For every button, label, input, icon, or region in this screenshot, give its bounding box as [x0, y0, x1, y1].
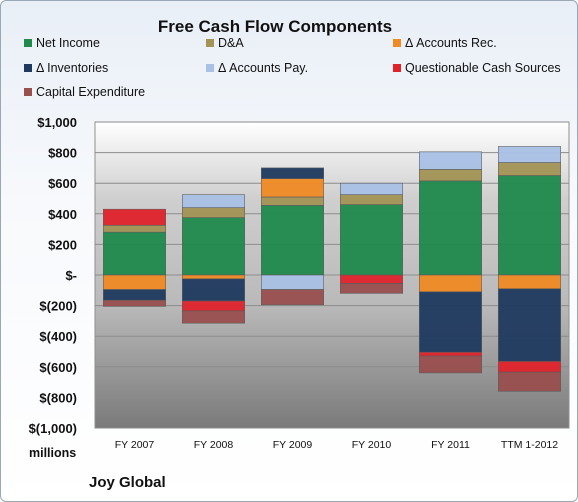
bar-net-income-fy-2009 [260, 205, 325, 276]
bar-inventories-fy-2009 [260, 167, 325, 179]
y-tick-label: $(1,000) [29, 421, 77, 436]
legend-label-questionable-cash-sources: Questionable Cash Sources [405, 61, 561, 75]
y-axis: $1,000 $800 $600 $400 $200 $- $(200) $(400) $(60… [29, 115, 77, 436]
legend-swatch-capital-expenditure [24, 88, 32, 96]
bar-accounts-rec-ttm-1-2012 [497, 274, 562, 290]
bar-net-income-fy-2010 [339, 204, 404, 276]
legend: Net Income D&A Δ Accounts Rec. Δ Inventorie… [24, 36, 561, 99]
x-tick-label: TTM 1-2012 [501, 439, 558, 451]
gridlines [95, 121, 569, 429]
bar-accounts-rec-fy-2008 [181, 274, 246, 280]
bar-net-income-ttm-1-2012 [497, 175, 562, 276]
legend-label-inventories: Δ Inventories [36, 61, 108, 75]
legend-swatch-net-income [24, 39, 32, 47]
bar-accounts-rec-fy-2011 [418, 274, 483, 293]
bar-accounts-pay-fy-2010 [339, 182, 404, 195]
legend-swatch-accounts-pay [206, 64, 214, 72]
x-tick-label: FY 2008 [194, 439, 234, 451]
bar-questionable-cash-sources-fy-2008 [181, 300, 246, 312]
bar-capital-expenditure-fy-2007 [102, 299, 167, 307]
y-tick-label: $(600) [39, 360, 77, 375]
bar-capital-expenditure-fy-2010 [339, 283, 404, 294]
bar-accounts-pay-fy-2009 [260, 274, 325, 290]
bar-questionable-cash-sources-fy-2011 [418, 351, 483, 357]
bar-d-a-fy-2011 [418, 169, 483, 182]
bar-accounts-rec-fy-2009 [260, 178, 325, 198]
company-name: Joy Global [89, 474, 166, 491]
y-tick-label: $(200) [39, 299, 77, 314]
bars [102, 146, 562, 392]
chart-title: Free Cash Flow Components [158, 17, 392, 36]
bar-inventories-fy-2007 [102, 289, 167, 301]
units-label: millions [29, 446, 76, 460]
legend-swatch-accounts-rec [393, 39, 401, 47]
bar-d-a-fy-2010 [339, 194, 404, 205]
bar-accounts-rec-fy-2007 [102, 274, 167, 290]
bar-capital-expenditure-fy-2009 [260, 289, 325, 306]
legend-swatch-questionable-cash-sources [393, 64, 401, 72]
x-tick-label: FY 2011 [431, 439, 470, 451]
bar-d-a-ttm-1-2012 [497, 162, 562, 176]
bar-d-a-fy-2007 [102, 224, 167, 233]
bar-capital-expenditure-ttm-1-2012 [497, 371, 562, 392]
y-tick-label: $200 [48, 237, 77, 252]
x-tick-label: FY 2007 [115, 439, 155, 451]
bar-net-income-fy-2008 [181, 217, 246, 276]
x-tick-label: FY 2009 [273, 439, 313, 451]
legend-label-accounts-pay: Δ Accounts Pay. [218, 61, 308, 75]
legend-label-accounts-rec: Δ Accounts Rec. [405, 36, 497, 50]
bar-capital-expenditure-fy-2011 [418, 355, 483, 374]
y-tick-label: $600 [48, 176, 77, 191]
legend-label-d-a: D&A [218, 36, 244, 50]
bar-questionable-cash-sources-fy-2007 [102, 208, 167, 226]
bar-inventories-ttm-1-2012 [497, 288, 562, 362]
legend-swatch-d-a [206, 39, 214, 47]
bar-questionable-cash-sources-ttm-1-2012 [497, 361, 562, 373]
y-tick-label: $- [65, 268, 77, 283]
bar-inventories-fy-2011 [418, 291, 483, 353]
bar-capital-expenditure-fy-2008 [181, 310, 246, 324]
bar-accounts-pay-ttm-1-2012 [497, 146, 562, 163]
legend-label-net-income: Net Income [36, 36, 100, 50]
bar-net-income-fy-2011 [418, 180, 483, 276]
bar-questionable-cash-sources-fy-2010 [339, 274, 404, 284]
y-tick-label: $400 [48, 207, 77, 222]
bar-accounts-pay-fy-2011 [418, 151, 483, 170]
y-tick-label: $(400) [39, 329, 77, 344]
bar-d-a-fy-2009 [260, 196, 325, 206]
x-tick-label: FY 2010 [352, 439, 392, 451]
bar-net-income-fy-2007 [102, 231, 167, 276]
y-tick-label: $800 [48, 146, 77, 161]
x-axis: FY 2007 FY 2008 FY 2009 FY 2010 FY 2011 TTM 1… [115, 439, 559, 451]
y-tick-label: $1,000 [37, 115, 77, 130]
legend-swatch-inventories [24, 64, 32, 72]
bar-accounts-pay-fy-2008 [181, 194, 246, 208]
bar-inventories-fy-2008 [181, 278, 246, 302]
bar-d-a-fy-2008 [181, 207, 246, 218]
y-tick-label: $(800) [39, 390, 77, 405]
legend-label-capital-expenditure: Capital Expenditure [36, 85, 145, 99]
